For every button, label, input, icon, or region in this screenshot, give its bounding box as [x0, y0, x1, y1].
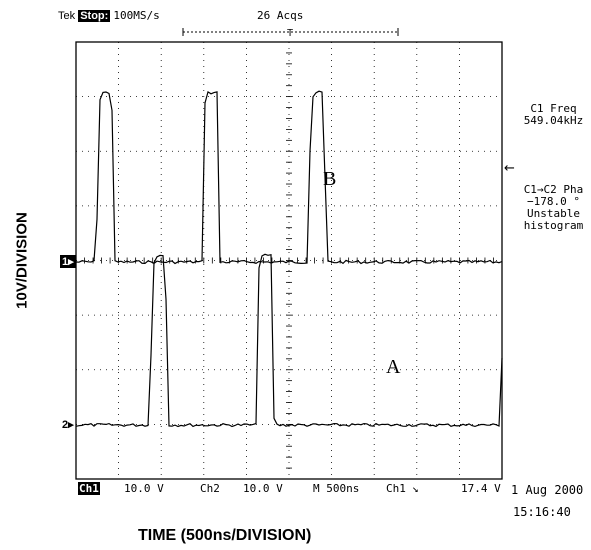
brand-label: Tek: [58, 10, 76, 22]
trace-a-label: A: [386, 356, 401, 378]
freq-measurement: C1 Freq 549.04kHz: [516, 103, 591, 127]
phase-label: C1→C2 Pha: [523, 183, 584, 196]
ch2-scale: 10.0 V: [243, 482, 283, 495]
ch1-label: Ch1: [78, 482, 100, 495]
ch1-ground-marker: 1▸: [60, 255, 76, 268]
phase-note-2: histogram: [523, 219, 584, 232]
trace-b: [75, 90, 503, 265]
svg-text:T: T: [287, 28, 293, 39]
trace-b-label: B: [323, 168, 337, 190]
phase-value: −178.0 °: [527, 195, 580, 208]
trigger-level-arrow: ←: [504, 161, 515, 176]
freq-label: C1 Freq: [530, 102, 577, 115]
ch1-marker-text: 1: [62, 256, 69, 268]
sample-rate: 100MS/s: [113, 9, 160, 22]
timebase: M 500ns: [313, 482, 360, 495]
x-axis-label: TIME (500ns/DIVISION): [138, 527, 312, 544]
freq-value: 549.04kHz: [523, 114, 584, 127]
trigger-level: 17.4 V: [461, 482, 501, 495]
y-axis-label: 10V/DIVISION: [13, 212, 31, 309]
acquisition-count: 26 Acqs: [257, 9, 304, 22]
header-bar: Tek Stop: 100MS/s: [58, 9, 160, 22]
ch2-ground-marker: 2▸: [62, 419, 74, 431]
phase-measurement: C1→C2 Pha −178.0 ° Unstable histogram: [516, 184, 591, 232]
time-stamp: 15:16:40: [513, 505, 571, 519]
trigger-slope-icon: ↘: [412, 482, 419, 495]
trigger-source: Ch1: [386, 482, 406, 495]
status-badge: Stop:: [78, 10, 111, 22]
trigger-position-bracket: T: [182, 28, 399, 39]
ch2-marker-text: 2: [62, 419, 69, 431]
phase-note-1: Unstable: [527, 207, 580, 220]
ch2-label: Ch2: [200, 482, 220, 495]
date-stamp: 1 Aug 2000: [511, 483, 584, 497]
trace-a: [75, 253, 503, 428]
bottom-status-bar: Ch1: [78, 482, 100, 495]
graticule-grid: [76, 42, 502, 479]
ch1-scale: 10.0 V: [124, 482, 164, 495]
